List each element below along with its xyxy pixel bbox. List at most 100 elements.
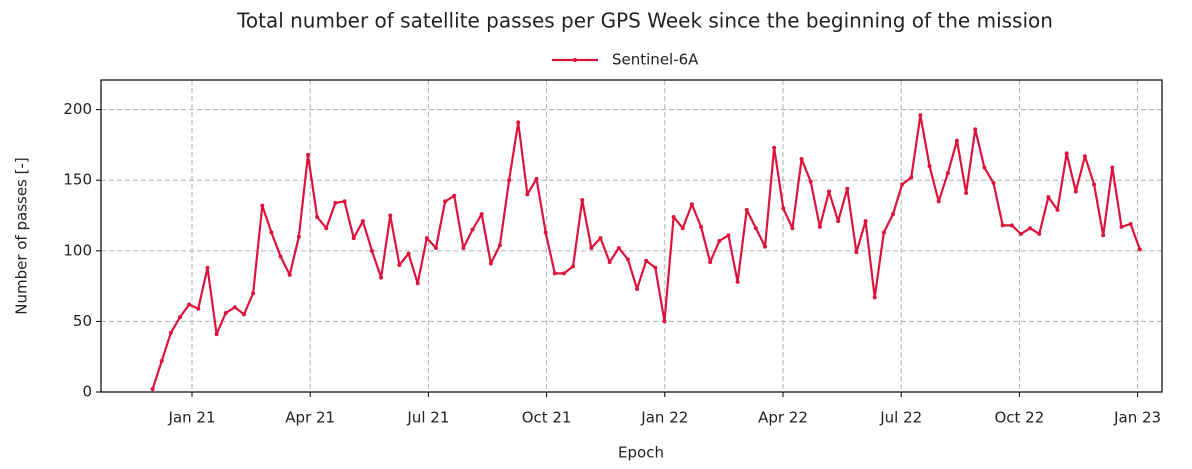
data-point xyxy=(598,236,603,241)
data-point xyxy=(607,260,612,265)
data-point xyxy=(863,219,868,224)
data-point xyxy=(470,227,475,232)
data-point xyxy=(196,306,201,311)
data-point xyxy=(1128,222,1133,226)
data-point xyxy=(571,264,576,269)
data-point xyxy=(351,236,356,241)
x-axis-label: Epoch xyxy=(618,444,664,462)
x-tick-label: Jul 21 xyxy=(406,409,449,427)
data-point xyxy=(1137,247,1142,252)
y-axis-label: Number of passes [-] xyxy=(13,157,31,315)
data-point xyxy=(872,295,877,300)
x-tick-label: Apr 21 xyxy=(285,409,335,427)
data-point xyxy=(1009,223,1014,228)
x-tick-label: Apr 22 xyxy=(758,409,808,427)
data-point xyxy=(187,302,192,307)
data-point xyxy=(379,275,384,280)
data-point xyxy=(242,312,247,317)
data-point xyxy=(296,234,301,239)
data-point xyxy=(991,181,996,186)
data-point xyxy=(653,265,658,270)
data-point xyxy=(589,246,594,250)
data-point xyxy=(397,262,402,267)
data-point xyxy=(424,236,429,241)
x-tick-label: Oct 21 xyxy=(522,409,572,427)
data-point xyxy=(808,179,813,184)
data-point xyxy=(1037,231,1042,236)
data-point xyxy=(1055,207,1060,212)
data-point xyxy=(918,113,923,118)
y-tick-label: 150 xyxy=(63,171,92,189)
data-point xyxy=(214,332,219,337)
data-point xyxy=(836,219,841,224)
data-point xyxy=(1101,233,1106,238)
data-point xyxy=(1082,154,1087,159)
data-point xyxy=(799,157,804,162)
data-point xyxy=(1000,223,1005,228)
x-tick-label: Jan 23 xyxy=(1113,409,1161,427)
plot-frame xyxy=(100,79,1163,393)
data-point xyxy=(717,238,722,243)
x-tick-label: Jul 22 xyxy=(879,409,922,427)
data-point xyxy=(900,182,905,187)
data-point xyxy=(744,207,749,212)
data-point xyxy=(497,243,502,248)
data-point xyxy=(488,261,493,266)
data-point xyxy=(726,233,731,238)
data-point xyxy=(269,230,274,235)
data-point xyxy=(561,271,566,276)
x-tick-label: Jan 22 xyxy=(640,409,688,427)
data-point xyxy=(406,251,411,256)
data-point xyxy=(635,286,640,291)
data-point xyxy=(315,214,320,219)
data-point xyxy=(689,202,694,207)
y-tick-label: 0 xyxy=(82,383,92,401)
data-point xyxy=(388,213,393,218)
data-point xyxy=(479,212,484,217)
data-point xyxy=(516,120,521,125)
data-point xyxy=(927,164,932,169)
data-point xyxy=(964,190,969,195)
data-point xyxy=(680,226,685,231)
data-point xyxy=(790,226,795,231)
data-point xyxy=(881,230,886,235)
data-point xyxy=(360,219,365,224)
data-point xyxy=(827,189,832,194)
data-point xyxy=(260,203,265,208)
data-point xyxy=(982,165,987,170)
data-point xyxy=(278,254,283,259)
data-point xyxy=(753,226,758,231)
data-point xyxy=(251,291,256,296)
data-point xyxy=(150,387,155,392)
data-point xyxy=(671,214,676,219)
data-point xyxy=(433,246,438,250)
data-point xyxy=(854,250,859,255)
data-point xyxy=(507,178,512,183)
data-point xyxy=(772,145,777,150)
data-point xyxy=(708,260,713,265)
data-point xyxy=(890,212,895,217)
data-point xyxy=(461,246,466,250)
data-point xyxy=(1073,189,1078,194)
data-point xyxy=(1092,182,1097,187)
y-tick-label: 200 xyxy=(63,100,92,118)
data-point xyxy=(662,319,667,324)
x-tick-label: Oct 22 xyxy=(994,409,1044,427)
data-point xyxy=(287,272,292,277)
data-point xyxy=(735,279,740,284)
data-point xyxy=(452,193,457,198)
data-point xyxy=(954,138,959,143)
data-point xyxy=(845,186,850,191)
y-tick-label: 50 xyxy=(73,312,92,330)
data-point xyxy=(534,176,539,181)
data-point xyxy=(936,199,941,204)
data-point xyxy=(580,198,585,202)
data-point xyxy=(1028,226,1033,231)
data-point xyxy=(1018,231,1023,236)
y-tick-label: 100 xyxy=(63,241,92,259)
data-point xyxy=(342,199,347,204)
data-point xyxy=(305,152,310,157)
data-point xyxy=(644,258,649,263)
data-point xyxy=(223,310,228,315)
